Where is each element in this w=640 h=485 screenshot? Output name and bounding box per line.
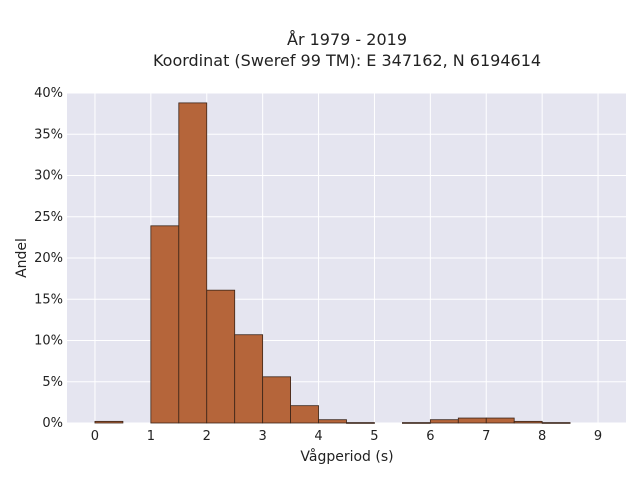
x-tick-label: 3 (259, 429, 267, 444)
x-tick-label: 7 (482, 429, 490, 444)
histogram-bar (262, 376, 291, 424)
histogram-bar (457, 417, 487, 424)
y-axis-ticks: 0% 5% 10% 15% 20% 25% 30% 35% 40% (34, 86, 63, 431)
y-tick-label: 5% (42, 375, 63, 390)
x-axis-ticks: 0 1 2 3 4 5 6 7 8 9 (91, 429, 602, 444)
histogram-bar (429, 419, 459, 424)
histogram-bar (150, 225, 180, 424)
histogram-bar (318, 419, 347, 424)
x-tick-label: 0 (91, 429, 99, 444)
y-tick-label: 10% (34, 334, 63, 349)
histogram-bar (346, 422, 375, 424)
y-tick-label: 15% (34, 292, 63, 307)
histogram-bar (234, 334, 264, 424)
y-tick-label: 20% (34, 251, 63, 266)
x-tick-label: 1 (147, 429, 155, 444)
y-tick-label: 35% (34, 127, 63, 142)
histogram-bar (401, 422, 431, 424)
x-tick-label: 5 (370, 429, 378, 444)
histogram-bar (513, 420, 543, 424)
x-tick-label: 8 (538, 429, 546, 444)
histogram-bar (178, 102, 208, 424)
x-tick-label: 2 (203, 429, 211, 444)
y-tick-label: 40% (34, 86, 63, 101)
y-tick-label: 30% (34, 169, 63, 184)
histogram-bar (94, 420, 124, 424)
y-axis-label: Andel (14, 238, 30, 278)
chart-title: År 1979 - 2019 (287, 30, 407, 49)
histogram-bar (541, 422, 571, 424)
histogram-bar (290, 405, 319, 424)
bars (94, 102, 571, 424)
chart-subtitle: Koordinat (Sweref 99 TM): E 347162, N 61… (153, 51, 541, 70)
y-tick-label: 25% (34, 210, 63, 225)
histogram-bar (485, 417, 515, 424)
x-axis-label: Vågperiod (s) (300, 448, 393, 465)
x-tick-label: 4 (314, 429, 322, 444)
histogram-bar (206, 289, 236, 424)
y-tick-label: 0% (42, 416, 63, 431)
x-tick-label: 6 (426, 429, 434, 444)
x-tick-label: 9 (594, 429, 602, 444)
